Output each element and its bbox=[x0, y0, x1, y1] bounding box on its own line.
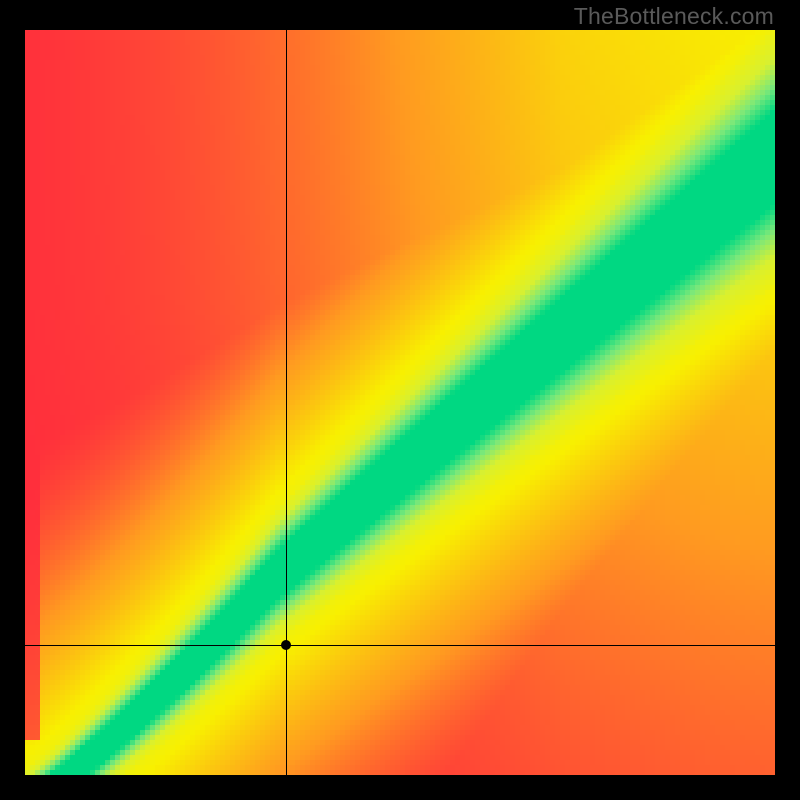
crosshair-vertical bbox=[286, 30, 287, 775]
crosshair-point bbox=[281, 640, 291, 650]
watermark-text: TheBottleneck.com bbox=[574, 3, 774, 30]
heatmap-canvas bbox=[25, 30, 775, 775]
crosshair-horizontal bbox=[25, 645, 775, 646]
